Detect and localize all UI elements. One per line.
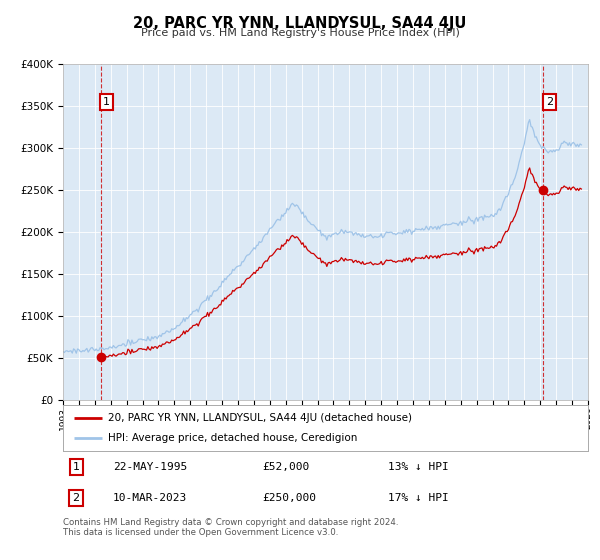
Text: 2: 2	[73, 493, 80, 503]
Text: 20, PARC YR YNN, LLANDYSUL, SA44 4JU (detached house): 20, PARC YR YNN, LLANDYSUL, SA44 4JU (de…	[107, 413, 412, 423]
Text: 1: 1	[103, 97, 110, 107]
Text: Price paid vs. HM Land Registry's House Price Index (HPI): Price paid vs. HM Land Registry's House …	[140, 28, 460, 38]
Text: 20, PARC YR YNN, LLANDYSUL, SA44 4JU: 20, PARC YR YNN, LLANDYSUL, SA44 4JU	[133, 16, 467, 31]
Text: 17% ↓ HPI: 17% ↓ HPI	[389, 493, 449, 503]
Text: 13% ↓ HPI: 13% ↓ HPI	[389, 462, 449, 472]
Text: £250,000: £250,000	[263, 493, 317, 503]
Text: 22-MAY-1995: 22-MAY-1995	[113, 462, 187, 472]
Text: 10-MAR-2023: 10-MAR-2023	[113, 493, 187, 503]
Text: HPI: Average price, detached house, Ceredigion: HPI: Average price, detached house, Cere…	[107, 433, 357, 443]
Text: Contains HM Land Registry data © Crown copyright and database right 2024.
This d: Contains HM Land Registry data © Crown c…	[63, 518, 398, 538]
Text: 2: 2	[545, 97, 553, 107]
Text: £52,000: £52,000	[263, 462, 310, 472]
Text: 1: 1	[73, 462, 80, 472]
